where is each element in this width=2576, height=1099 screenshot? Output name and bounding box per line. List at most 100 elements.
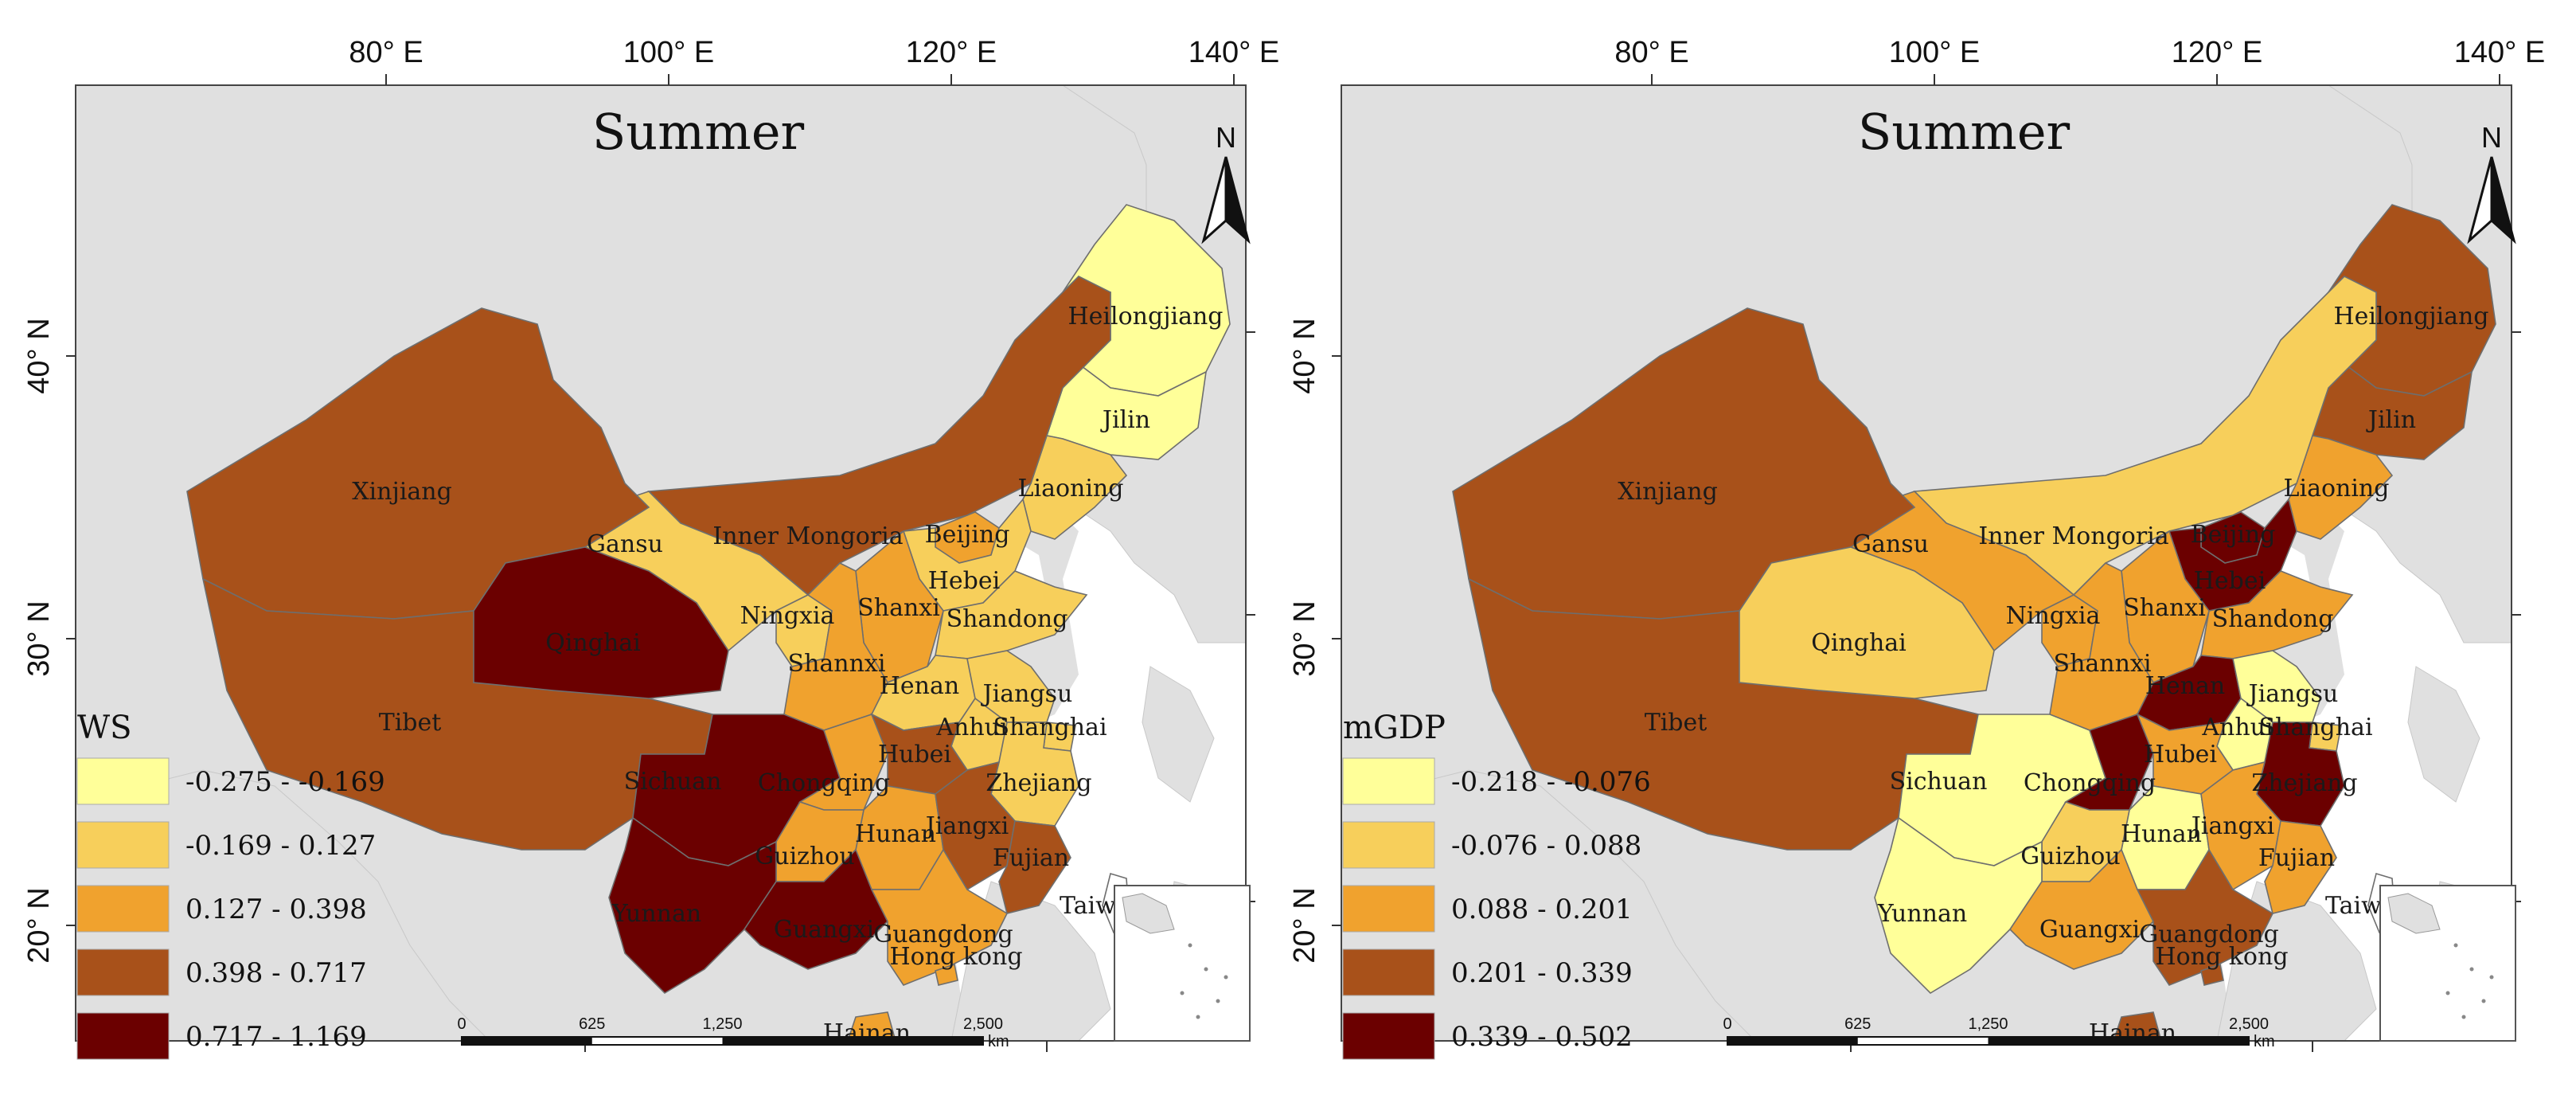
latitude-label: 30° N [1288, 600, 1321, 676]
province-label: Guangxi [774, 916, 874, 944]
province-label: Beijing [925, 521, 1010, 549]
scale-bar-label: 2,500 [963, 1015, 1003, 1033]
province-label: Shanghai [2258, 714, 2372, 741]
province-hong-kong[interactable] [2200, 963, 2224, 986]
inset-island [1180, 991, 1185, 995]
province-guangdong[interactable] [870, 848, 1009, 986]
inset-island [2445, 991, 2450, 995]
province-label: Yunnan [1877, 900, 1967, 928]
legend-swatch [76, 1012, 170, 1060]
scale-bar-label: 0 [457, 1015, 466, 1033]
longitude-label: 120° E [906, 36, 997, 69]
province-label: Jiangsu [2246, 680, 2339, 708]
province-label: Gansu [587, 530, 663, 558]
province-label: Shannxi [2054, 650, 2152, 678]
province-fujian[interactable] [998, 820, 1071, 914]
scale-bar-label: 1,250 [1968, 1015, 2008, 1033]
province-qinghai[interactable] [473, 546, 729, 699]
longitude-label: 80° E [1614, 36, 1688, 69]
province-label: Inner Mongoria [1978, 522, 2168, 550]
province-label: Ningxia [2006, 602, 2101, 630]
latitude-label: 30° N [22, 600, 56, 676]
legend-label: -0.076 - 0.088 [1451, 830, 1641, 862]
province-guangxi[interactable] [2008, 848, 2154, 970]
province-label: Hunan [855, 820, 936, 848]
land-mass [2407, 666, 2480, 803]
province-liaoning[interactable] [1022, 435, 1128, 540]
legend-swatch [76, 885, 170, 933]
province-guangdong[interactable] [2136, 848, 2274, 986]
longitude-label: 140° E [1188, 36, 1280, 69]
provinces [1452, 204, 2496, 1041]
province-label: Tibet [379, 709, 442, 737]
province-fujian[interactable] [2264, 820, 2337, 914]
legend-swatch [76, 757, 170, 805]
scale-bar-label: 625 [579, 1015, 605, 1033]
north-arrow-right [2490, 156, 2516, 244]
province-label: Hebei [928, 567, 1000, 595]
land-mass [1142, 666, 1215, 803]
legend-label: 0.398 - 0.717 [185, 957, 367, 989]
province-hong-kong[interactable] [935, 963, 958, 986]
south-china-sea-inset [1114, 885, 1251, 1042]
province-label: Inner Mongoria [712, 522, 903, 550]
map-panel-1: HeilongjiangJilinLiaoningBeijingHebeiSha… [22, 36, 1280, 1060]
north-arrow: N [1201, 121, 1251, 244]
scale-bar-label: 625 [1844, 1015, 1871, 1033]
legend-swatch [1342, 757, 1435, 805]
province-liaoning[interactable] [2288, 435, 2394, 540]
land-mass [1341, 769, 1756, 1041]
scale-bar-label: 0 [1723, 1015, 1731, 1033]
province-yunnan[interactable] [608, 816, 777, 995]
province-label: Henan [880, 672, 959, 700]
province-label: Guizhou [2020, 843, 2120, 870]
latitude-label: 20° N [22, 887, 56, 963]
longitude-label: 100° E [623, 36, 715, 69]
province-label: Chongqing [2024, 769, 2156, 797]
province-label: Chongqing [758, 769, 890, 797]
latitude-label: 20° N [1288, 887, 1321, 963]
inset-island [1224, 975, 1228, 980]
province-label: Beijing [2191, 521, 2276, 549]
province-label: Gansu [1852, 530, 1929, 558]
province-label: Jilin [2366, 406, 2416, 434]
scale-bar-unit: km [2254, 1033, 2275, 1050]
legend-label: 0.717 - 1.169 [185, 1021, 367, 1053]
province-label: Anhui [2201, 714, 2273, 741]
province-label: Tibet [1645, 709, 1708, 737]
north-arrow-right [1224, 156, 1251, 244]
north-label: N [1216, 121, 1236, 154]
legend-label: -0.275 - -0.169 [185, 766, 385, 798]
province-yunnan[interactable] [1874, 816, 2043, 995]
province-label: Hunan [2121, 820, 2202, 848]
province-label: Shanghai [993, 714, 1107, 741]
legend-label: -0.218 - -0.076 [1451, 766, 1651, 798]
map-panel-2: HeilongjiangJilinLiaoningBeijingHebeiSha… [1288, 36, 2545, 1060]
province-qinghai[interactable] [1739, 546, 1995, 699]
scale-bar-label: 1,250 [702, 1015, 742, 1033]
province-label: Hubei [2144, 741, 2217, 769]
legend-swatch [1342, 885, 1435, 933]
province-label: Jiangsu [981, 680, 1073, 708]
province-guangxi[interactable] [743, 848, 888, 970]
legend-swatch [1342, 1012, 1435, 1060]
province-label: Ningxia [740, 602, 835, 630]
province-label: Anhui [935, 714, 1007, 741]
north-label: N [2481, 121, 2502, 154]
province-label: Guangxi [2039, 916, 2140, 944]
province-label: Guangdong [873, 921, 1013, 948]
scale-bar-segment [462, 1037, 592, 1045]
province-label: Xinjiang [352, 478, 452, 506]
legend-swatch [1342, 821, 1435, 869]
province-label: Zhejiang [986, 769, 1091, 797]
province-label: Shannxi [788, 650, 886, 678]
province-labels: HeilongjiangJilinLiaoningBeijingHebeiSha… [1618, 303, 2488, 1041]
inset-island [1196, 1015, 1200, 1019]
legend-swatch [76, 821, 170, 869]
longitude-label: 120° E [2172, 36, 2263, 69]
inset-island [1216, 999, 1220, 1003]
province-label: Jiangxi [923, 812, 1009, 840]
